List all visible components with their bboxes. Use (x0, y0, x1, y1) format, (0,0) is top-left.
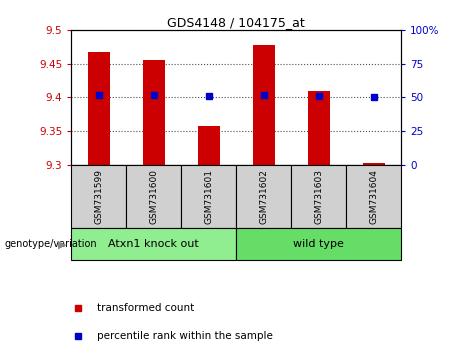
Text: wild type: wild type (293, 239, 344, 249)
Bar (88, 52, 110, 165)
Bar (198, 126, 220, 165)
Bar (236, 228, 401, 260)
Text: Atxn1 knock out: Atxn1 knock out (108, 239, 199, 249)
Text: percentile rank within the sample: percentile rank within the sample (97, 331, 273, 341)
Text: GSM731601: GSM731601 (204, 169, 213, 224)
Bar (307, 91, 330, 165)
Bar (253, 45, 275, 165)
Text: GSM731603: GSM731603 (314, 169, 323, 224)
Bar (181, 165, 236, 228)
Text: GSM731600: GSM731600 (149, 169, 159, 224)
Text: GSM731602: GSM731602 (259, 169, 268, 224)
Text: GSM731599: GSM731599 (95, 169, 103, 224)
Bar (143, 60, 165, 165)
Bar (363, 163, 384, 165)
Bar (71, 165, 126, 228)
Text: genotype/variation: genotype/variation (5, 239, 97, 249)
Bar (346, 165, 401, 228)
Text: GSM731604: GSM731604 (369, 169, 378, 224)
Text: transformed count: transformed count (97, 303, 194, 313)
Text: ▶: ▶ (59, 239, 67, 249)
Title: GDS4148 / 104175_at: GDS4148 / 104175_at (167, 16, 305, 29)
Bar (291, 165, 346, 228)
Bar (126, 165, 181, 228)
Bar (236, 165, 291, 228)
Bar (71, 228, 236, 260)
